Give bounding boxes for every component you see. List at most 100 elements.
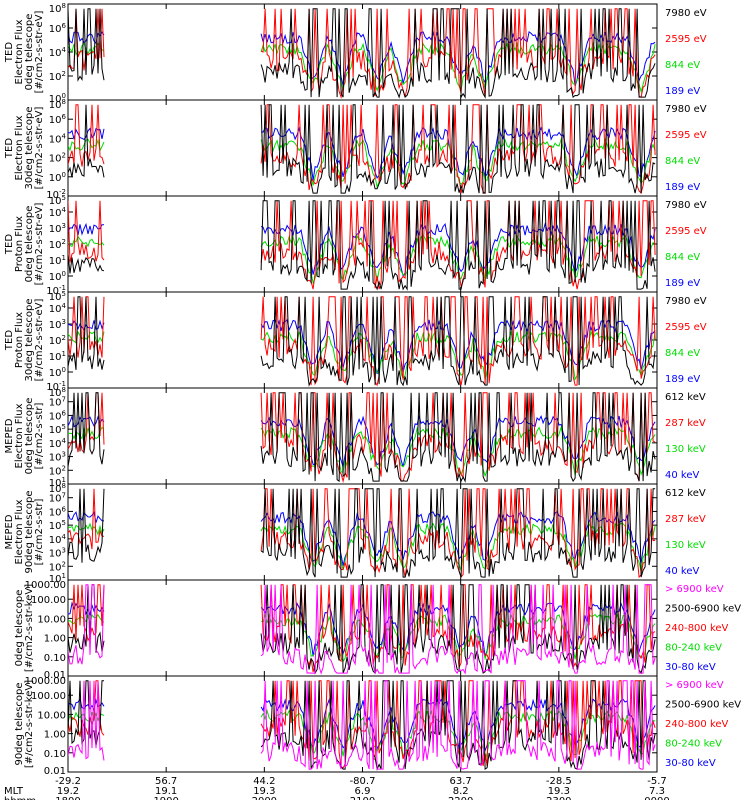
y-tick-label: 103 xyxy=(49,318,66,331)
x-tick-label: 2200 xyxy=(448,796,473,800)
x-tick-label: -29.2 xyxy=(55,776,81,787)
y-tick-label: 105 xyxy=(49,423,66,436)
legend-entry: > 6900 keV xyxy=(665,680,724,691)
y-axis-label-line: Electron Flux xyxy=(14,115,25,180)
y-tick-label: 106 xyxy=(49,409,67,422)
y-tick-label: 10-2 xyxy=(46,188,66,201)
series-trace xyxy=(68,319,656,375)
y-tick-label: 10-1 xyxy=(46,284,66,297)
legend-entry: 189 eV xyxy=(665,278,700,289)
y-tick-label: 107 xyxy=(49,396,66,409)
series-trace xyxy=(68,200,656,291)
legend-entry: 2500-6900 keV xyxy=(665,700,741,711)
y-axis-label-line: 0deg telescope xyxy=(24,398,35,475)
y-axis-label-line: 0deg telescope xyxy=(14,590,25,667)
y-tick-label: 101 xyxy=(49,572,66,585)
legend-entry: 612 keV xyxy=(665,488,706,499)
y-axis-label-line: MEPED xyxy=(4,514,15,549)
x-axis-row-label: hhmm xyxy=(4,796,36,800)
x-tick-label: -80.7 xyxy=(350,776,376,787)
x-tick-label: 2000 xyxy=(252,796,277,800)
x-tick-label: 63.7 xyxy=(450,776,472,787)
series-trace xyxy=(68,488,656,579)
y-tick-label: 105 xyxy=(49,290,66,303)
legend-entry: 7980 eV xyxy=(665,296,707,307)
y-axis-label-line: 30deg telescope xyxy=(24,298,35,381)
legend-entry: 7980 eV xyxy=(665,200,707,211)
x-tick-label: -28.5 xyxy=(546,776,572,787)
y-tick-label: 104 xyxy=(49,533,67,546)
x-tick-label: 19.3 xyxy=(548,786,570,797)
y-axis-label-line: 30deg telescope xyxy=(24,106,35,189)
y-tick-label: 103 xyxy=(49,451,66,464)
y-tick-label: 106 xyxy=(49,113,67,126)
y-axis-label-line: 90deg telescope xyxy=(14,682,25,765)
x-axis: -29.2 56.7 44.2 -80.7 63.7 -28.5 -5.7 MLT 19.2 19… xyxy=(4,776,670,800)
y-tick-label: 100 xyxy=(49,171,66,184)
x-tick-label: 1900 xyxy=(153,796,178,800)
series-trace xyxy=(68,222,656,277)
x-tick-label: 0000 xyxy=(644,796,669,800)
y-axis-label-line: 90deg telescope xyxy=(24,490,35,573)
series-trace xyxy=(68,601,656,657)
x-tick-label: 19.2 xyxy=(57,786,79,797)
y-axis-label-line: [#/cm2-s-str-eV] xyxy=(34,299,45,382)
legend-entry: 30-80 keV xyxy=(665,758,716,769)
x-tick-label: 19.3 xyxy=(253,786,275,797)
y-tick-label: 101 xyxy=(49,476,66,489)
y-tick-label: 100 xyxy=(49,92,66,105)
legend-entry: 2595 eV xyxy=(665,322,707,333)
y-axis-label-line: Proton Flux xyxy=(14,216,25,272)
y-tick-label: 100.00 xyxy=(31,691,66,702)
y-tick-label: 1.00 xyxy=(44,634,66,645)
x-tick-label: 1800 xyxy=(55,796,80,800)
y-tick-label: 106 xyxy=(49,505,67,518)
y-axis-label-line: TED xyxy=(4,234,15,255)
panel-2: 10-2 100 102 104 106 108 TED Electron Flux 30deg… xyxy=(4,98,707,201)
legend-entry: 30-80 keV xyxy=(665,662,716,673)
legend-entry: 240-800 keV xyxy=(665,719,729,730)
y-tick-label: 0.01 xyxy=(44,766,66,777)
x-tick-label: 44.2 xyxy=(253,776,275,787)
y-tick-label: 103 xyxy=(49,547,66,560)
x-tick-label: 8.2 xyxy=(453,786,469,797)
legend-entry: 844 eV xyxy=(665,156,700,167)
series-trace xyxy=(68,584,656,675)
y-tick-label: 10.00 xyxy=(37,710,66,721)
x-axis-row-label: MLT xyxy=(4,786,24,797)
series-trace xyxy=(68,680,656,770)
legend-entry: 7980 eV xyxy=(665,8,707,19)
y-tick-label: 108 xyxy=(49,98,66,111)
legend-entry: 189 eV xyxy=(665,182,700,193)
legend-entry: 2595 eV xyxy=(665,226,707,237)
legend-entry: 287 keV xyxy=(665,514,706,525)
y-tick-label: 102 xyxy=(49,152,66,165)
legend-entry: 130 keV xyxy=(665,540,706,551)
x-tick-label: -5.7 xyxy=(647,776,667,787)
series-trace xyxy=(68,584,656,675)
legend-entry: 40 keV xyxy=(665,470,699,481)
legend-entry: 7980 eV xyxy=(665,104,707,115)
legend-entry: 2595 eV xyxy=(665,34,707,45)
y-tick-label: 104 xyxy=(49,206,67,219)
y-tick-label: 1.00 xyxy=(44,730,66,741)
x-tick-label: 19.1 xyxy=(155,786,177,797)
y-axis-label-line: TED xyxy=(4,330,15,351)
y-tick-label: 104 xyxy=(49,437,67,450)
legend-entry: 612 keV xyxy=(665,392,706,403)
y-axis-label-line: MEPED xyxy=(4,418,15,453)
y-tick-label: 102 xyxy=(49,238,66,251)
y-axis-label-line: 0deg telescope xyxy=(24,206,35,283)
y-tick-label: 104 xyxy=(49,302,67,315)
y-axis-label-line: [#/cm2-s-str-keV] xyxy=(24,584,35,672)
y-tick-label: 104 xyxy=(49,46,67,59)
legend-entry: 130 keV xyxy=(665,444,706,455)
legend-entry: 287 keV xyxy=(665,418,706,429)
series-trace xyxy=(68,234,656,285)
